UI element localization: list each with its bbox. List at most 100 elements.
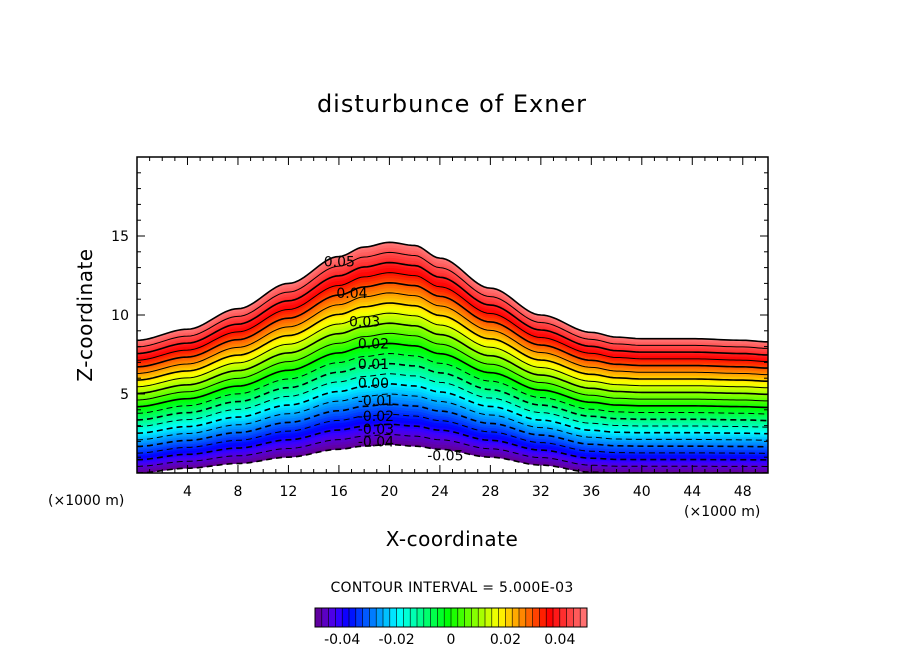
contour-line (137, 272, 768, 363)
colorbar-swatch (369, 608, 377, 627)
colorbar-swatch (342, 608, 350, 627)
colorbar-swatch (519, 608, 527, 627)
contour-line (137, 281, 768, 369)
colorbar-swatch (403, 608, 411, 627)
colorbar-tick-label: -0.02 (378, 632, 414, 648)
colorbar-swatch (396, 608, 404, 627)
contour-line (137, 302, 768, 382)
colorbar-swatch (505, 608, 513, 627)
x-unit-label-right: (×1000 m) (684, 504, 760, 520)
contour-interval-text: CONTOUR INTERVAL = 5.000E-03 (330, 580, 573, 596)
colorbar-swatch (376, 608, 384, 627)
y-tick-label: 10 (111, 308, 129, 324)
contour-label: 0.03 (349, 314, 380, 330)
colorbar-swatch (464, 608, 472, 627)
x-tick-label: 12 (280, 484, 298, 500)
colorbar-swatch (566, 608, 574, 627)
contour-label: -0.01 (358, 393, 394, 409)
colorbar-swatch (559, 608, 567, 627)
contour-line (137, 332, 768, 402)
colorbar-frame (314, 607, 588, 628)
colorbar-swatch (491, 608, 499, 627)
x-tick-label: 40 (633, 484, 651, 500)
contour-line (137, 383, 768, 435)
colorbar-swatch (349, 608, 357, 627)
colorbar-swatch (525, 608, 533, 627)
x-tick-label: 32 (532, 484, 550, 500)
y-axis-title: Z-coordinate (73, 248, 97, 381)
contour-label: -0.04 (358, 434, 394, 450)
colorbar-swatch (437, 608, 445, 627)
contour-line (137, 292, 768, 376)
x-tick-label: 24 (431, 484, 449, 500)
colorbar-swatch (539, 608, 547, 627)
contour-label: -0.05 (427, 449, 463, 465)
y-axis-ticks: 5 10 15 (111, 156, 768, 474)
x-tick-label: 8 (233, 484, 242, 500)
contour-line (137, 393, 768, 441)
colorbar-swatch (451, 608, 459, 627)
colorbar-swatch (335, 608, 343, 627)
colorbar-swatch (430, 608, 438, 627)
contour-line (137, 342, 768, 409)
contour-line (137, 322, 768, 396)
colorbar-tick-label: 0.04 (544, 632, 575, 648)
contour-labels: 0.050.040.030.020.010.00-0.01-0.02-0.03-… (324, 254, 464, 464)
colorbar-swatch (580, 608, 588, 627)
contour-label: 0.00 (358, 376, 389, 392)
contour-label: 0.02 (358, 336, 389, 352)
colorbar-swatch (410, 608, 418, 627)
colorbar-swatch (512, 608, 520, 627)
colorbar-swatch (573, 608, 581, 627)
x-tick-label: 36 (582, 484, 600, 500)
x-axis-ticks: 4 8 12 16 20 24 28 32 36 40 44 48 (136, 157, 769, 500)
colorbar-swatch (553, 608, 561, 627)
colorbar-tick-label: 0.02 (490, 632, 521, 648)
colorbar-swatch (355, 608, 363, 627)
contour-line (137, 362, 768, 422)
colorbar-tick-label: 0 (447, 632, 456, 648)
contour-line (137, 413, 768, 454)
contour-line (137, 433, 768, 467)
colorbar-swatch (383, 608, 391, 627)
contour-line (137, 261, 768, 356)
colorbar-swatch (328, 608, 336, 627)
chart-title: disturbunce of Exner (317, 90, 587, 118)
colorbar-swatch (457, 608, 465, 627)
colorbar-tick-labels: -0.04 -0.02 0 0.02 0.04 (324, 632, 575, 648)
colorbar-swatch (417, 608, 425, 627)
contour-line (137, 312, 768, 389)
contour-label: 0.01 (358, 357, 389, 373)
colorbar-swatch (321, 608, 329, 627)
y-tick-label: 5 (120, 387, 129, 403)
colorbar-swatch (471, 608, 479, 627)
colorbar-swatch (485, 608, 493, 627)
colorbar-swatch (532, 608, 540, 627)
colorbar-swatch (389, 608, 397, 627)
colorbar-swatch (546, 608, 554, 627)
contour-label: -0.02 (358, 409, 394, 425)
contour-line (137, 373, 768, 428)
x-tick-label: 16 (330, 484, 348, 500)
contour-line (137, 353, 768, 415)
x-tick-label: 28 (481, 484, 499, 500)
colorbar-swatch (444, 608, 452, 627)
contour-label: 0.05 (324, 254, 355, 270)
contour-lines (137, 241, 768, 473)
colorbar-tick-label: -0.04 (324, 632, 360, 648)
contour-label: 0.04 (336, 286, 367, 302)
colorbar-swatch (498, 608, 506, 627)
contour-line (137, 423, 768, 461)
contour-line (137, 251, 768, 349)
colorbar (314, 607, 588, 628)
x-tick-label: 4 (183, 484, 192, 500)
x-unit-label-left: (×1000 m) (48, 493, 124, 509)
x-tick-label: 20 (380, 484, 398, 500)
contour-line (137, 403, 768, 448)
y-tick-label: 15 (111, 229, 129, 245)
x-tick-label: 44 (683, 484, 701, 500)
colorbar-swatch (478, 608, 486, 627)
colorbar-swatch (362, 608, 370, 627)
colorbar-swatch (423, 608, 431, 627)
